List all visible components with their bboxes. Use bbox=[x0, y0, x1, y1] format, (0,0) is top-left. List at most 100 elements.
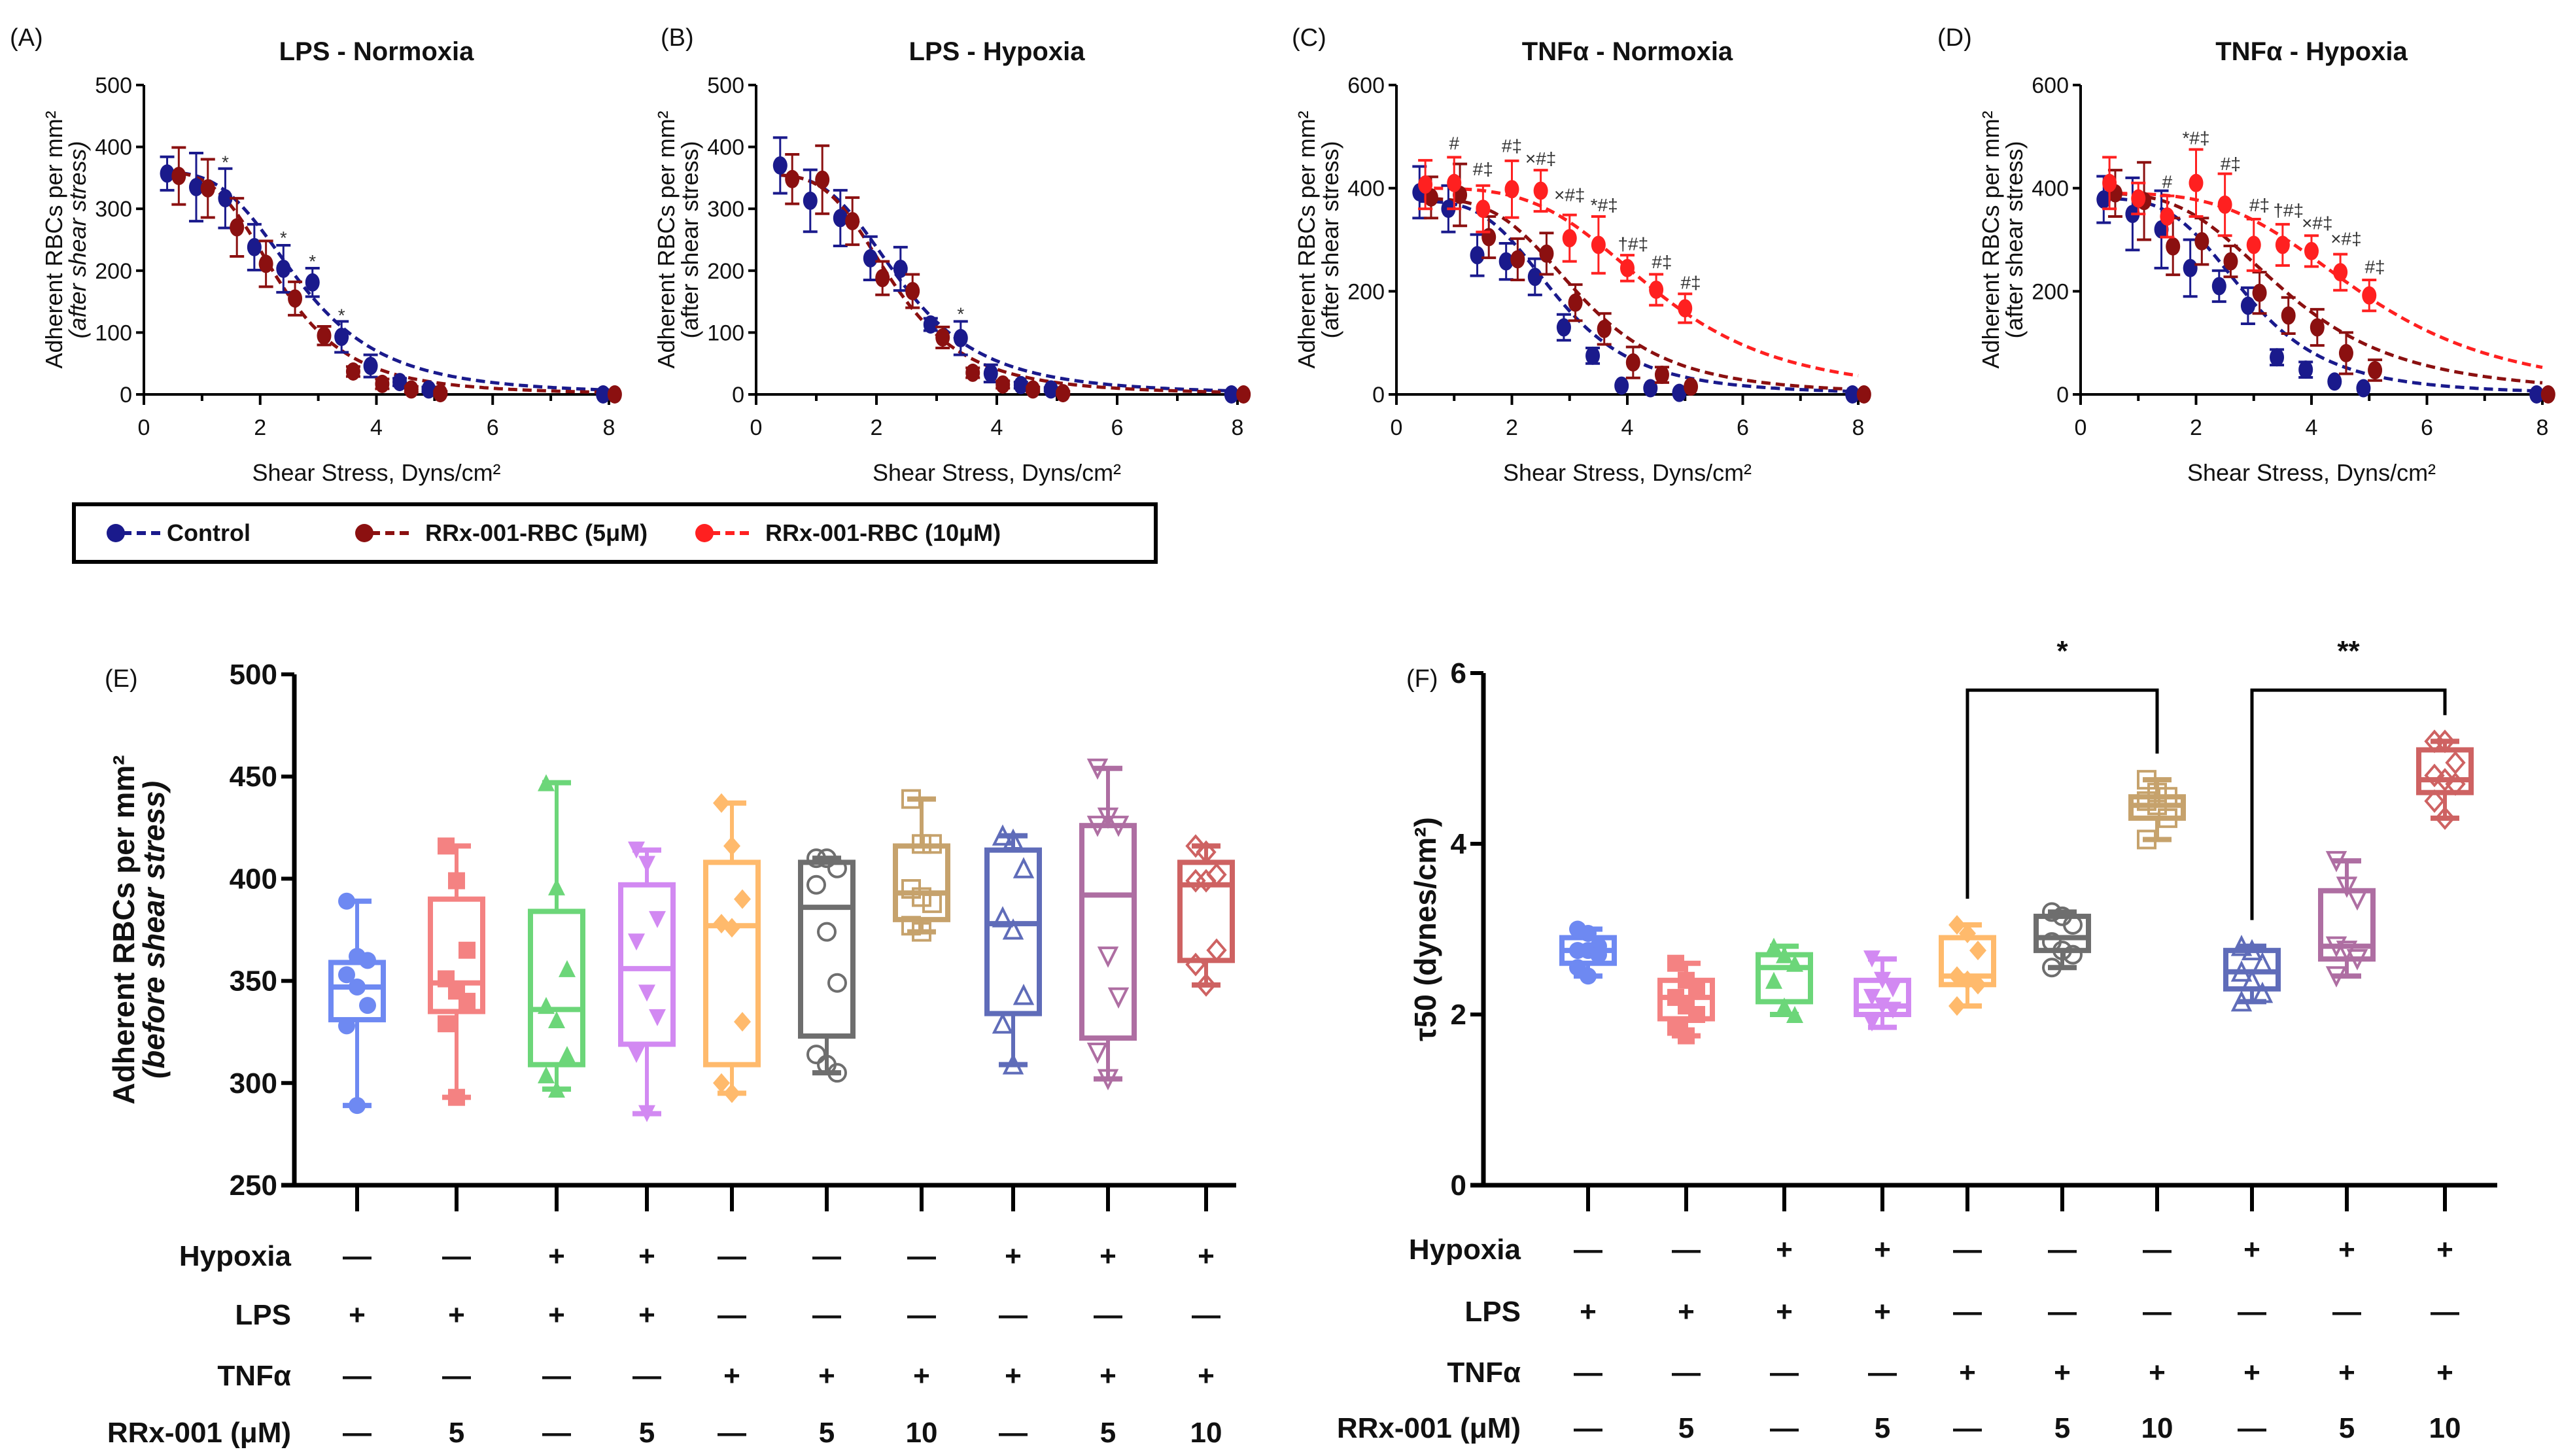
data-point bbox=[1185, 952, 1206, 977]
significance-bracket bbox=[1965, 688, 2159, 899]
data-point bbox=[200, 179, 215, 198]
data-point bbox=[875, 269, 890, 288]
panel-a: (A) LPS - Normoxia 0 100 200 300 400 500 0 2 4 6 8 Sh… bbox=[10, 24, 622, 486]
condition-cell: — bbox=[1574, 1234, 1602, 1266]
condition-cell: 5 bbox=[639, 1417, 655, 1449]
data-point bbox=[863, 249, 878, 268]
y-tick-label: 200 bbox=[1347, 279, 1385, 304]
condition-cell: 5 bbox=[1875, 1412, 1890, 1444]
condition-row-label: Hypoxia bbox=[1409, 1234, 1521, 1266]
data-point bbox=[2063, 914, 2083, 935]
condition-cell: — bbox=[1953, 1412, 1982, 1444]
data-point bbox=[2445, 772, 2466, 796]
condition-cell: + bbox=[1005, 1240, 1022, 1272]
data-point bbox=[803, 191, 818, 210]
y-axis-title: Adherent RBCs per mm² bbox=[1293, 111, 1320, 368]
condition-cell: + bbox=[2243, 1234, 2260, 1266]
data-point bbox=[992, 1012, 1014, 1034]
data-point bbox=[1196, 973, 1217, 997]
data-point bbox=[1948, 996, 1965, 1016]
data-point bbox=[2346, 889, 2368, 911]
data-point bbox=[448, 872, 465, 890]
significance-annotation: #‡ bbox=[2364, 257, 2385, 277]
condition-cell: — bbox=[999, 1417, 1028, 1449]
data-point bbox=[649, 910, 666, 928]
data-point bbox=[2230, 935, 2253, 956]
data-point bbox=[438, 1015, 455, 1033]
x-tick-label: 6 bbox=[1111, 415, 1124, 440]
condition-cell: — bbox=[1770, 1357, 1799, 1389]
data-point bbox=[1678, 299, 1693, 318]
box-group bbox=[528, 774, 585, 1098]
x-tick-label: 2 bbox=[254, 415, 266, 440]
data-point bbox=[953, 328, 968, 347]
box-group bbox=[1939, 914, 1996, 1016]
data-point bbox=[806, 848, 826, 869]
box-group bbox=[2128, 770, 2186, 850]
data-point bbox=[901, 789, 921, 809]
fit-curve bbox=[1419, 186, 1859, 377]
condition-cell: — bbox=[632, 1360, 661, 1392]
condition-cell: + bbox=[1580, 1296, 1597, 1328]
data-point bbox=[1097, 1069, 1119, 1091]
y-tick-label: 300 bbox=[230, 1067, 277, 1100]
condition-row-label: LPS bbox=[1464, 1296, 1521, 1328]
data-point bbox=[247, 237, 262, 256]
panel-title: LPS - Normoxia bbox=[279, 37, 475, 66]
data-point bbox=[421, 380, 436, 399]
data-point bbox=[2251, 952, 2274, 973]
y-axis-title: τ50 (dynes/cm²) bbox=[1408, 817, 1442, 1041]
data-point bbox=[2223, 252, 2238, 271]
condition-cell: + bbox=[1874, 1296, 1891, 1328]
data-point bbox=[1597, 319, 1612, 338]
data-point bbox=[649, 1009, 666, 1026]
condition-cell: 5 bbox=[449, 1417, 464, 1449]
data-point bbox=[538, 1066, 555, 1084]
y-tick-label: 0 bbox=[120, 383, 132, 407]
significance-annotation: ×#‡ bbox=[1554, 184, 1585, 205]
data-point bbox=[305, 273, 320, 292]
condition-cell: — bbox=[812, 1240, 841, 1272]
data-point bbox=[1086, 1042, 1109, 1064]
data-point bbox=[2217, 195, 2232, 214]
data-point bbox=[2189, 173, 2204, 192]
data-point bbox=[2325, 966, 2347, 988]
data-point bbox=[1013, 983, 1035, 1005]
y-tick-label: 100 bbox=[95, 321, 132, 345]
data-point bbox=[2529, 385, 2544, 404]
y-tick-label: 0 bbox=[2056, 383, 2069, 407]
x-tick-label: 6 bbox=[2421, 415, 2433, 440]
condition-cell: + bbox=[723, 1360, 740, 1392]
data-point bbox=[2434, 806, 2455, 830]
condition-cell: — bbox=[812, 1299, 841, 1331]
data-point bbox=[2333, 263, 2348, 282]
condition-cell: 5 bbox=[1100, 1417, 1116, 1449]
x-tick-label: 0 bbox=[2075, 415, 2087, 440]
data-point bbox=[2310, 318, 2325, 337]
box-group bbox=[984, 824, 1042, 1075]
box bbox=[703, 859, 761, 1067]
data-point bbox=[723, 1083, 740, 1103]
legend: Control RRx-001-RBC (5μM) RRx-001-RBC (1… bbox=[72, 502, 1158, 564]
data-point bbox=[1470, 246, 1485, 265]
data-point bbox=[171, 167, 186, 186]
data-point bbox=[905, 282, 920, 301]
data-point bbox=[2356, 379, 2371, 398]
data-point bbox=[2241, 939, 2263, 961]
box-group bbox=[1756, 937, 1813, 1023]
data-point bbox=[317, 326, 332, 345]
x-axis-title: Shear Stress, Dyns/cm² bbox=[252, 459, 500, 486]
data-point bbox=[2246, 235, 2261, 254]
data-point bbox=[2298, 360, 2313, 379]
data-point bbox=[338, 892, 355, 910]
condition-cell: + bbox=[1959, 1357, 1976, 1389]
data-point bbox=[2368, 360, 2383, 379]
condition-cell: — bbox=[2143, 1234, 2172, 1266]
condition-cell: — bbox=[2332, 1296, 2361, 1328]
data-point bbox=[1863, 950, 1880, 968]
data-point bbox=[2230, 960, 2253, 982]
y-tick-label: 100 bbox=[707, 321, 744, 345]
condition-cell: 10 bbox=[2429, 1412, 2461, 1444]
data-point bbox=[638, 1105, 655, 1122]
data-point bbox=[1510, 250, 1525, 269]
